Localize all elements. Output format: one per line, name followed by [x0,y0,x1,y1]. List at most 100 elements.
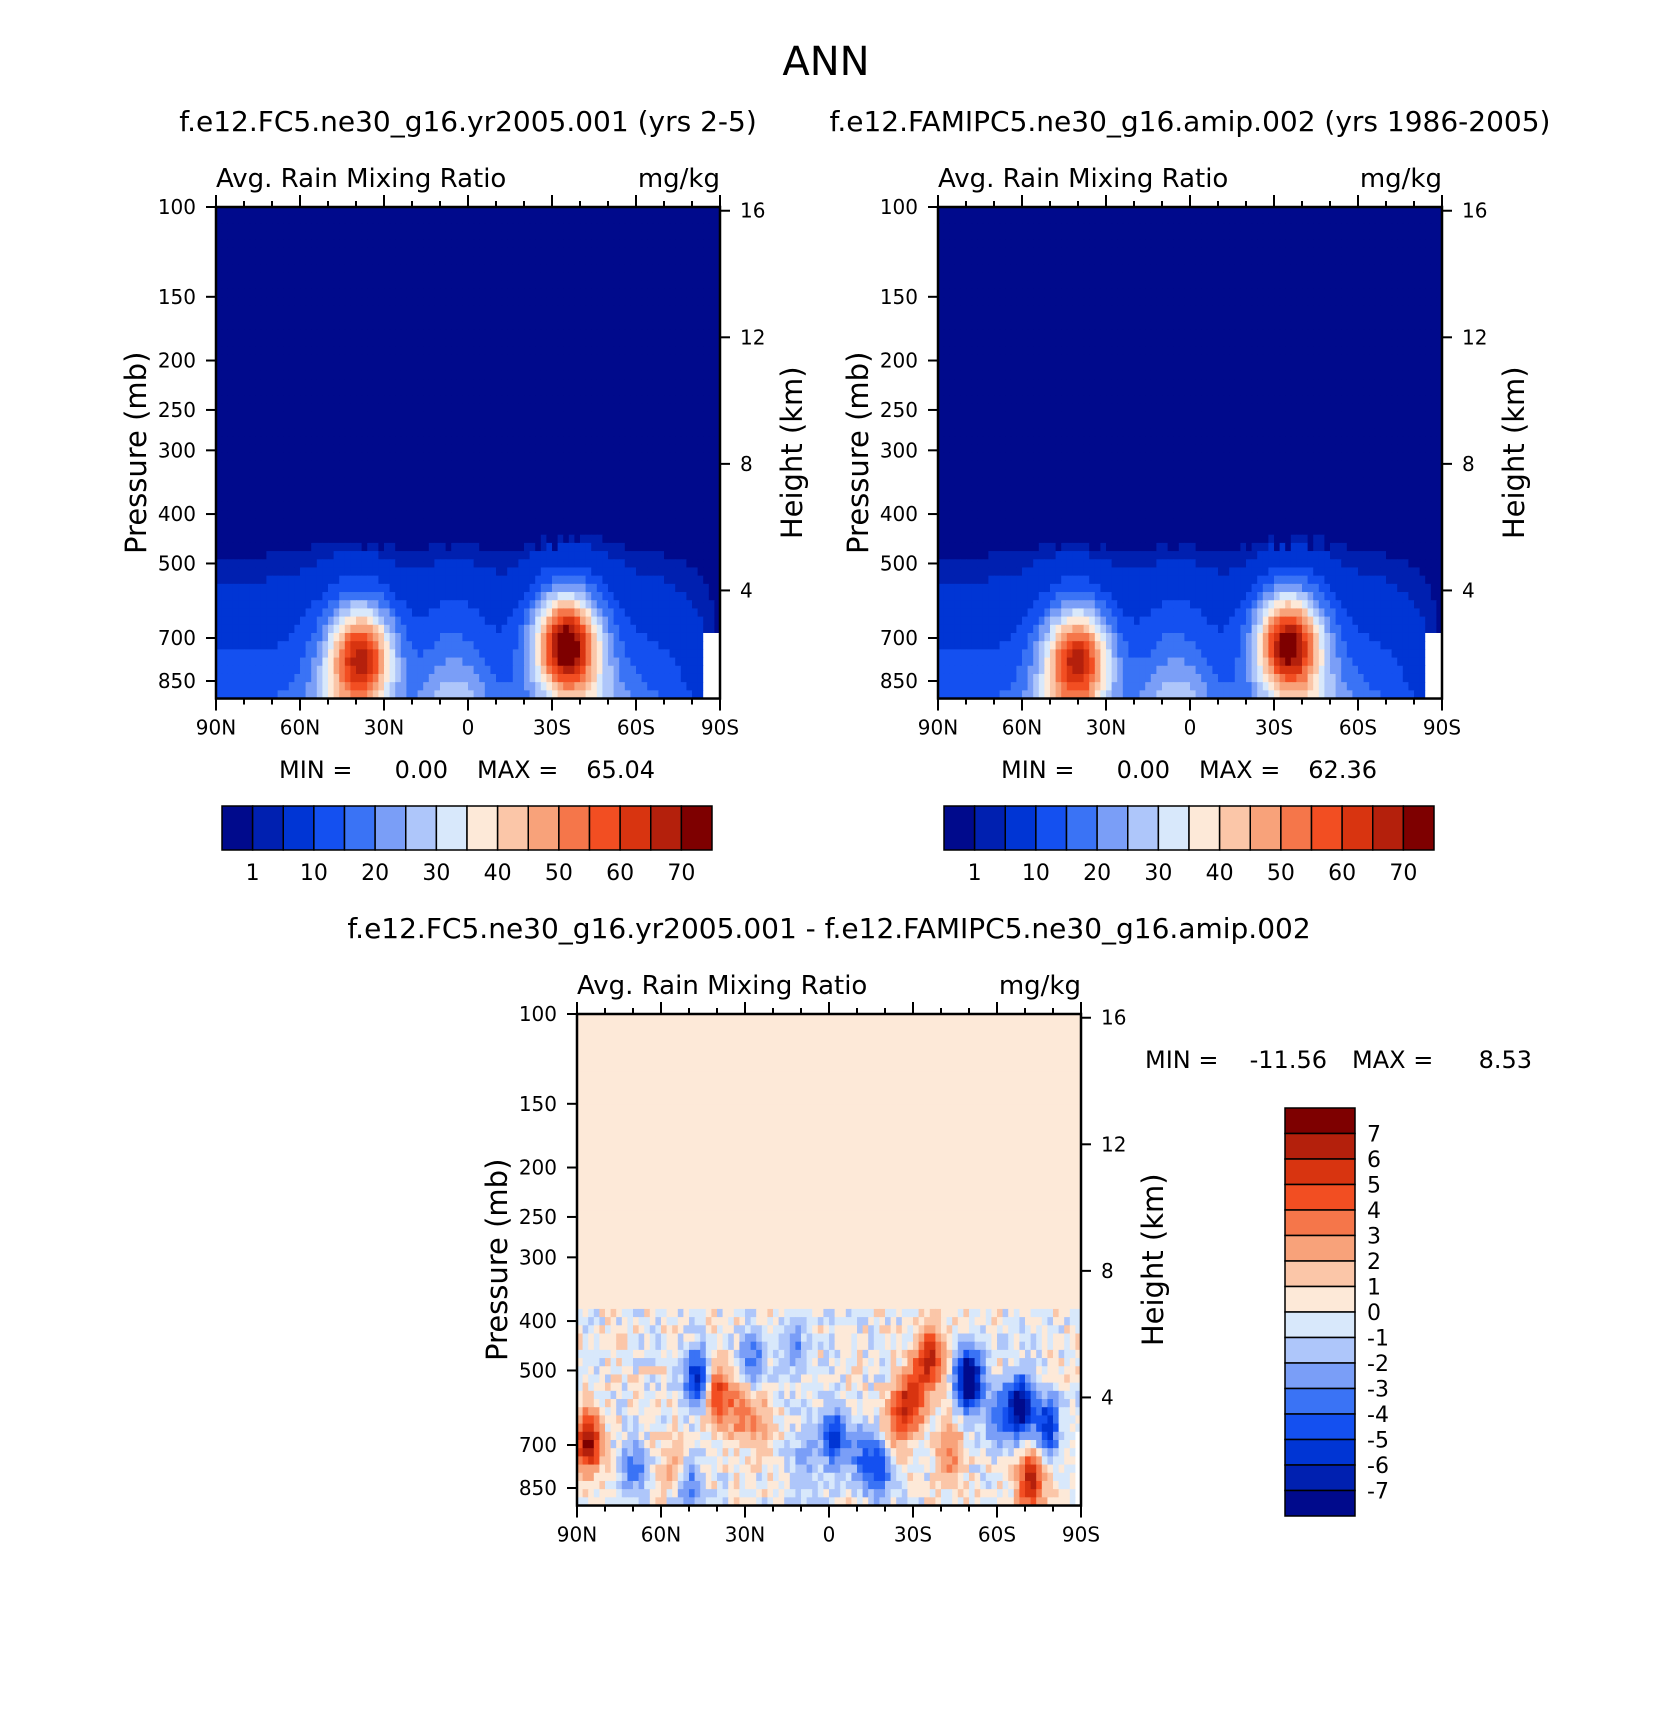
panel1-cell [714,600,721,610]
panel1-cell [557,485,564,495]
panel1-cell [361,362,368,372]
panel1-cell [221,542,228,552]
panel1-cell [574,632,581,642]
panel1-cell [535,239,542,249]
panel1-cell [339,420,346,429]
panel1-cell [283,493,290,503]
panel1-cell [311,321,318,331]
panel1-cell [669,207,676,216]
panel1-cell [384,493,391,503]
panel1-cell [658,526,665,536]
panel1-cell [462,280,469,290]
panel1-cell [227,280,234,290]
panel1-cell [260,477,267,487]
panel1-cell [367,542,374,552]
panel1-cell [512,411,519,421]
panel1-cell [238,239,245,249]
panel1-cell [423,575,430,585]
panel1-cell [540,420,547,429]
panel1-cell [479,534,486,544]
panel1-cell [272,280,279,290]
panel1-cell [260,411,267,421]
panel1-cell [361,223,368,233]
panel1-cell [490,641,497,650]
panel1-cell [596,567,603,577]
panel1-cell [288,379,295,388]
panel1-cell [322,215,329,224]
panel1-cell [255,288,262,298]
panel1-cell [524,436,531,446]
panel1-cell [647,526,654,536]
panel1-cell [456,215,463,224]
panel1-cell [501,354,508,364]
panel1-cell [400,559,407,569]
panel1-cell [311,231,318,241]
panel1-cell [552,264,559,274]
panel1-cell [238,583,245,593]
panel1-cell [462,526,469,536]
panel1-cell [417,379,424,388]
panel1-cell [479,477,486,487]
panel1-cell [322,583,329,593]
panel1-cell [496,280,503,290]
panel1-cell [507,379,514,388]
panel1-cell [613,460,620,470]
panel1-cell [451,346,458,356]
panel1-cell [451,575,458,585]
panel1-cell [473,362,480,372]
panel1-cell [652,526,659,536]
panel1-cell [395,444,402,454]
panel1-cell [501,223,508,233]
panel1-cell [344,313,351,323]
panel1-cell [697,420,704,429]
panel1-cell [540,370,547,380]
panel1-cell [462,510,469,519]
panel1-cell [456,641,463,650]
panel1-cell [227,600,234,610]
panel1-cell [552,510,559,519]
panel1-cell [490,542,497,552]
panel1-cell [238,624,245,634]
panel1-cell [652,632,659,642]
panel1-cell [624,567,631,577]
panel1-cell [428,493,435,503]
panel1-cell [641,411,648,421]
panel1-cell [350,215,357,224]
panel1-cell [339,297,346,306]
panel1-cell [479,272,486,282]
panel1-cell [630,551,637,560]
panel1-cell [372,632,379,642]
panel1-cell [417,575,424,585]
panel1-cell [384,272,391,282]
panel1-cell [260,313,267,323]
panel1-cell [608,420,615,429]
panel1-cell [580,403,587,413]
panel1-cell [372,346,379,356]
panel1-cell [434,444,441,454]
panel1-cell [669,600,676,610]
panel1-cell [568,624,575,634]
panel1-cell [260,452,267,462]
panel1-cell [675,239,682,249]
panel1-cell [669,477,676,487]
panel1-cell [361,649,368,659]
panel1-cell [574,288,581,298]
panel1-cell [462,329,469,339]
panel1-cell [288,641,295,650]
panel1-cell [283,223,290,233]
panel1-cell [512,305,519,315]
panel1-cell [703,469,710,478]
panel1-cell [462,428,469,437]
panel1-cell [580,288,587,298]
panel1-cell [417,272,424,282]
panel1-cell [703,272,710,282]
panel1-cell [216,657,223,667]
panel1-cell [272,501,279,511]
panel1-cell [322,264,329,274]
panel1-cell [580,477,587,487]
panel1-cell [580,215,587,224]
panel1-cell [316,297,323,306]
panel1-cell [524,632,531,642]
panel1-cell [372,649,379,659]
panel1-cell [350,452,357,462]
